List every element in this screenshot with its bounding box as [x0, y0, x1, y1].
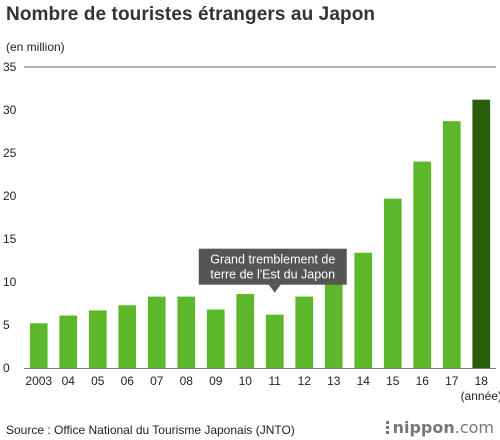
bar	[206, 309, 225, 368]
y-tick-label: 5	[3, 318, 10, 332]
bar	[118, 305, 137, 368]
x-tick-label: 15	[386, 374, 400, 388]
bar	[88, 310, 107, 368]
x-tick-label: 2003	[25, 374, 52, 388]
y-tick-label: 10	[3, 275, 17, 289]
x-tick-label: 17	[445, 374, 459, 388]
y-tick-label: 25	[3, 146, 17, 160]
bar	[383, 198, 402, 368]
bar	[472, 99, 491, 369]
x-tick-label: 09	[209, 374, 223, 388]
chart-title: Nombre de touristes étrangers au Japon	[6, 4, 376, 25]
dots-icon	[385, 421, 389, 434]
x-axis-label: (année)	[461, 389, 500, 403]
x-tick-label: 14	[357, 374, 371, 388]
bar	[354, 252, 373, 368]
x-tick-label: 06	[121, 374, 135, 388]
x-tick-label: 18	[475, 374, 489, 388]
x-tick-label: 07	[150, 374, 164, 388]
source-note: Source : Office National du Tourisme Jap…	[6, 423, 295, 437]
y-tick-label: 15	[3, 232, 17, 246]
x-tick-label: 16	[416, 374, 430, 388]
y-tick-label: 0	[3, 361, 10, 375]
x-tick-label: 04	[62, 374, 76, 388]
y-axis-label: (en million)	[6, 40, 65, 54]
bar	[59, 315, 78, 368]
y-tick-label: 30	[3, 103, 17, 117]
callout-text: terre de l'Est du Japon	[210, 268, 335, 282]
x-tick-label: 10	[239, 374, 253, 388]
bars	[29, 99, 491, 369]
x-tick-label: 11	[269, 374, 282, 388]
y-axis: (en million) 0 5 10 15 20 25 30 35	[3, 40, 496, 375]
brand-suffix: .com	[454, 418, 494, 437]
x-tick-label: 05	[91, 374, 105, 388]
bar	[29, 323, 48, 368]
brand-name: nippon	[392, 418, 455, 437]
bar	[295, 296, 314, 368]
y-tick-label: 35	[3, 60, 17, 74]
bar	[265, 314, 284, 368]
bar	[324, 279, 343, 368]
x-axis: 2003 04 05 06 07 08 09 10 11 12 13 14 15 16 17 18(année…	[24, 368, 500, 403]
x-tick-label: 08	[180, 374, 194, 388]
bar	[442, 121, 461, 369]
brand-logo[interactable]: nippon .com	[385, 418, 494, 437]
callout-arrow	[268, 284, 281, 293]
x-tick-label: 12	[298, 374, 312, 388]
bar	[413, 161, 432, 368]
bar	[147, 296, 166, 368]
bar	[236, 294, 255, 368]
y-tick-label: 20	[3, 189, 17, 203]
bar	[177, 296, 196, 368]
callout-text: Grand tremblement de	[210, 253, 335, 267]
x-tick-label: 13	[327, 374, 341, 388]
callout-box	[198, 248, 347, 285]
